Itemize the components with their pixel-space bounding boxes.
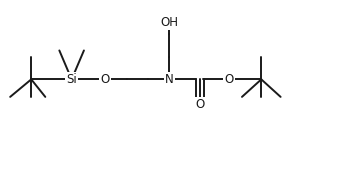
Text: O: O [195, 98, 205, 111]
Text: Si: Si [66, 73, 77, 86]
Text: O: O [101, 73, 110, 86]
Text: O: O [224, 73, 234, 86]
Text: OH: OH [160, 16, 178, 29]
Text: N: N [165, 73, 174, 86]
